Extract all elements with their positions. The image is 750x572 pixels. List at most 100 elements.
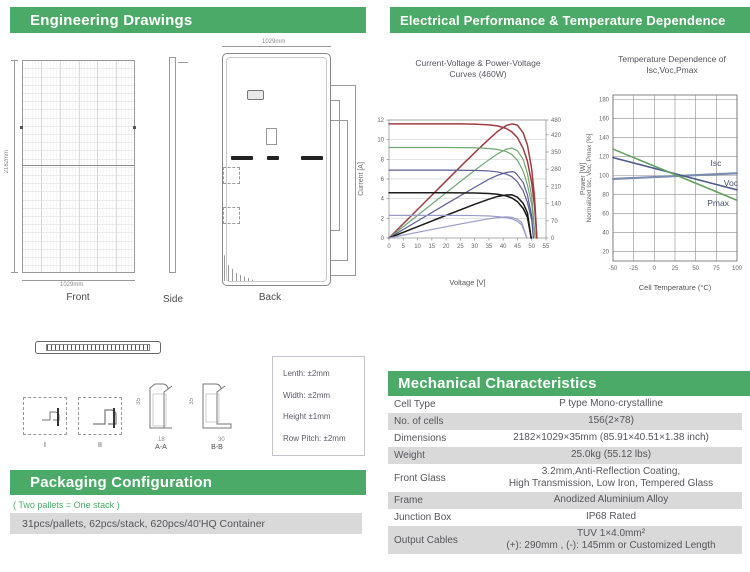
packaging-note: ( Two pallets = One stack ) bbox=[13, 500, 120, 510]
engineering-drawings-title: Engineering Drawings bbox=[30, 11, 193, 29]
svg-text:45: 45 bbox=[514, 244, 521, 250]
packaging-configuration-title: Packaging Configuration bbox=[30, 474, 213, 491]
svg-text:Normalized Isc, Voc, Pmax [%]: Normalized Isc, Voc, Pmax [%] bbox=[586, 133, 593, 222]
table-row: Output Cables TUV 1×4.0mm² (+): 290mm , … bbox=[388, 526, 742, 554]
packaging-configuration-header: Packaging Configuration bbox=[10, 470, 366, 495]
side-view-drawing bbox=[169, 57, 176, 273]
svg-text:2: 2 bbox=[381, 216, 385, 222]
section-aa-label: A-A bbox=[155, 444, 167, 451]
svg-text:420: 420 bbox=[551, 133, 562, 139]
packaging-detail-text: 31pcs/pallets, 62pcs/stack, 620pcs/40'HQ… bbox=[22, 517, 266, 530]
back-dim-tick-2b bbox=[331, 260, 348, 261]
section-aa-drawing bbox=[143, 376, 183, 436]
svg-text:55: 55 bbox=[543, 244, 550, 250]
back-dim-line-1 bbox=[339, 100, 340, 230]
mechanical-table: Cell Type P type Mono-crystalline No. of… bbox=[388, 396, 742, 554]
svg-text:0: 0 bbox=[387, 244, 391, 250]
svg-text:Power [W]: Power [W] bbox=[580, 163, 587, 195]
svg-text:10: 10 bbox=[377, 138, 384, 144]
svg-text:60: 60 bbox=[602, 212, 609, 218]
iv-chart-title: Current-Voltage & Power-Voltage Curves (… bbox=[383, 58, 573, 81]
tolerance-height: Height ±1mm bbox=[283, 412, 331, 422]
row-value: Anodized Aluminium Alloy bbox=[553, 494, 669, 506]
clamp-detail-icon-2 bbox=[93, 408, 117, 428]
table-row: Weight 25.0kg (55.12 lbs) bbox=[388, 447, 742, 464]
iv-pv-curves-chart: 0 5 10 15 20 25 30 35 40 45 50 55024681012070140210… bbox=[358, 118, 587, 287]
back-dim-tick-3b bbox=[331, 275, 356, 276]
svg-text:40: 40 bbox=[500, 244, 507, 250]
svg-text:12: 12 bbox=[377, 118, 384, 124]
detail-label-1: I bbox=[44, 442, 46, 449]
row-value: P type Mono-crystalline bbox=[559, 398, 663, 410]
svg-text:10: 10 bbox=[414, 244, 421, 250]
front-height-dim-tick-bottom bbox=[11, 272, 18, 273]
mounting-bar-center bbox=[267, 156, 279, 160]
svg-text:Voc: Voc bbox=[724, 178, 739, 188]
row-value: TUV 1×4.0mm² (+): 290mm , (-): 145mm or … bbox=[480, 528, 742, 553]
tolerance-row-pitch: Row Pitch: ±2mm bbox=[283, 433, 346, 443]
svg-text:35: 35 bbox=[486, 244, 493, 250]
svg-text:0: 0 bbox=[551, 236, 555, 242]
svg-text:0: 0 bbox=[381, 236, 385, 242]
svg-text:Voltage [V]: Voltage [V] bbox=[449, 278, 485, 287]
front-view-drawing bbox=[22, 60, 135, 273]
svg-text:160: 160 bbox=[599, 117, 610, 123]
svg-text:70: 70 bbox=[551, 219, 558, 225]
svg-text:Pmax: Pmax bbox=[707, 198, 729, 208]
svg-text:100: 100 bbox=[732, 266, 743, 272]
row-label: Weight bbox=[394, 450, 425, 461]
table-row: Junction Box IP68 Rated bbox=[388, 509, 742, 526]
svg-text:Current [A]: Current [A] bbox=[358, 162, 365, 196]
back-view-drawing bbox=[222, 53, 331, 286]
svg-text:Isc: Isc bbox=[711, 158, 723, 168]
table-row: Front Glass 3.2mm,Anti-Reflection Coatin… bbox=[388, 464, 742, 492]
svg-text:75: 75 bbox=[713, 266, 720, 272]
engineering-drawings-header: Engineering Drawings bbox=[10, 7, 366, 33]
back-view-inner-frame bbox=[226, 57, 327, 282]
back-width-dim-line bbox=[222, 46, 331, 47]
svg-text:120: 120 bbox=[599, 155, 610, 161]
table-row: Dimensions 2182×1029×35mm (85.91×40.51×1… bbox=[388, 430, 742, 447]
svg-text:40: 40 bbox=[602, 231, 609, 237]
frame-profile-aa bbox=[149, 383, 173, 429]
row-label: Frame bbox=[394, 495, 423, 506]
temp-chart-title: Temperature Dependence of Isc,Voc,Pmax bbox=[597, 54, 747, 77]
frame-profile-bb bbox=[202, 383, 232, 429]
section-bb-width-dim: 30 bbox=[218, 437, 225, 443]
clamp-detail-icon bbox=[42, 408, 60, 426]
row-label: Output Cables bbox=[394, 534, 458, 546]
temp-chart-title-line2: Isc,Voc,Pmax bbox=[646, 65, 698, 76]
row-value: 25.0kg (55.12 lbs) bbox=[570, 449, 652, 461]
back-width-dim-label: 1029mm bbox=[262, 39, 286, 45]
front-height-dim-line bbox=[14, 60, 15, 273]
mechanical-characteristics-title: Mechanical Characteristics bbox=[398, 375, 597, 392]
back-detail-callout-2 bbox=[223, 207, 240, 224]
mechanical-characteristics-header: Mechanical Characteristics bbox=[388, 371, 750, 396]
svg-text:180: 180 bbox=[599, 98, 610, 104]
temp-chart-title-line1: Temperature Dependence of bbox=[618, 54, 726, 64]
back-dim-line-2 bbox=[347, 120, 348, 260]
row-value: 2182×1029×35mm (85.91×40.51×1.38 inch) bbox=[513, 432, 709, 444]
svg-text:-25: -25 bbox=[629, 266, 638, 272]
detail-box-1 bbox=[23, 397, 67, 435]
svg-text:20: 20 bbox=[443, 244, 450, 250]
svg-text:480: 480 bbox=[551, 118, 562, 124]
svg-text:50: 50 bbox=[528, 244, 535, 250]
edge-profile-drawing bbox=[35, 341, 161, 354]
row-value: IP68 Rated bbox=[585, 511, 637, 523]
front-height-dim-tick-top bbox=[11, 60, 18, 61]
back-dim-tick-3a bbox=[331, 85, 356, 86]
back-center-detail bbox=[266, 128, 277, 145]
iv-chart-title-line1: Current-Voltage & Power-Voltage bbox=[415, 58, 541, 68]
table-row: Frame Anodized Aluminium Alloy bbox=[388, 492, 742, 509]
temperature-dependence-chart: -50 -25 0 25 50 75 100 20 40 60 80 100 120 140 160 180 N… bbox=[586, 94, 743, 292]
row-value: 156(2×78) bbox=[588, 415, 634, 427]
packaging-detail-bar: 31pcs/pallets, 62pcs/stack, 620pcs/40'HQ… bbox=[10, 513, 362, 534]
row-label: Cell Type bbox=[394, 399, 436, 410]
detail-label-2: II bbox=[98, 442, 102, 449]
svg-text:80: 80 bbox=[602, 193, 609, 199]
front-width-dim-label: 1029mm bbox=[60, 282, 84, 288]
svg-text:280: 280 bbox=[551, 167, 562, 173]
svg-text:100: 100 bbox=[599, 174, 610, 180]
front-view-left-mount-mark bbox=[20, 126, 23, 129]
